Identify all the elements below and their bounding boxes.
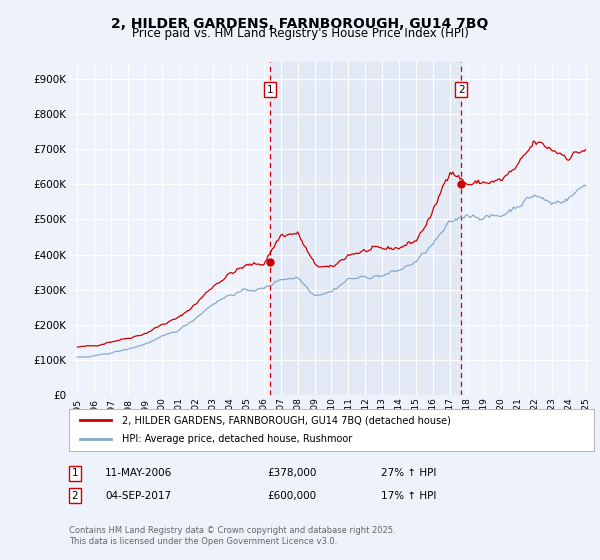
Bar xyxy=(270,62,461,395)
Text: 17% ↑ HPI: 17% ↑ HPI xyxy=(381,491,436,501)
Text: Price paid vs. HM Land Registry's House Price Index (HPI): Price paid vs. HM Land Registry's House … xyxy=(131,27,469,40)
Text: 2: 2 xyxy=(458,85,465,95)
Text: 1: 1 xyxy=(71,468,79,478)
Text: 04-SEP-2017: 04-SEP-2017 xyxy=(105,491,171,501)
Text: 11-MAY-2006: 11-MAY-2006 xyxy=(105,468,172,478)
Text: £378,000: £378,000 xyxy=(267,468,316,478)
Text: HPI: Average price, detached house, Rushmoor: HPI: Average price, detached house, Rush… xyxy=(121,435,352,445)
Text: 2: 2 xyxy=(71,491,79,501)
Text: 1: 1 xyxy=(266,85,273,95)
Text: 2, HILDER GARDENS, FARNBOROUGH, GU14 7BQ: 2, HILDER GARDENS, FARNBOROUGH, GU14 7BQ xyxy=(112,17,488,31)
Text: £600,000: £600,000 xyxy=(267,491,316,501)
Text: Contains HM Land Registry data © Crown copyright and database right 2025.
This d: Contains HM Land Registry data © Crown c… xyxy=(69,526,395,546)
Text: 27% ↑ HPI: 27% ↑ HPI xyxy=(381,468,436,478)
Text: 2, HILDER GARDENS, FARNBOROUGH, GU14 7BQ (detached house): 2, HILDER GARDENS, FARNBOROUGH, GU14 7BQ… xyxy=(121,415,451,425)
